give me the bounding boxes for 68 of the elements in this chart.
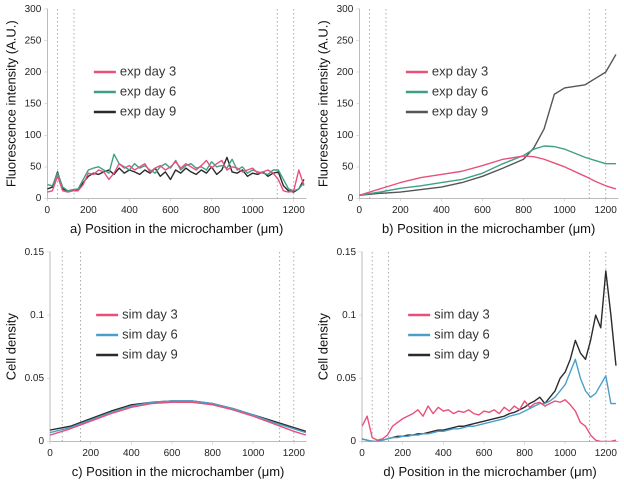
y-tick-label: 150 — [336, 98, 354, 110]
legend-label: exp day 3 — [432, 64, 488, 79]
legend-label: sim day 6 — [434, 326, 490, 342]
y-tick-label: 0.15 — [336, 246, 356, 258]
x-tick-label: 0 — [359, 448, 366, 460]
legend-label: exp day 6 — [120, 84, 176, 99]
y-axis-title: Fluorescence intensity (A.U.) — [315, 20, 330, 188]
x-tick-label: 200 — [80, 205, 98, 216]
y-axis-title: Cell density — [3, 312, 18, 380]
x-tick-label: 600 — [474, 205, 492, 216]
legend-label: sim day 3 — [434, 306, 490, 322]
x-tick-label: 1200 — [594, 448, 618, 460]
x-tick-label: 800 — [204, 448, 222, 460]
x-axis-title: b) Position in the microchamber (μm) — [382, 220, 596, 236]
y-tick-label: 0.05 — [24, 373, 44, 384]
legend-label: sim day 6 — [122, 326, 178, 342]
x-tick-label: 600 — [162, 205, 180, 216]
y-tick-label: 100 — [336, 130, 354, 142]
x-axis-title: d) Position in the microchamber (μm) — [383, 464, 597, 479]
y-axis-title: Fluorescence intensity (A.U.) — [3, 20, 18, 188]
x-tick-label: 1200 — [282, 205, 306, 216]
y-tick-label: 150 — [24, 98, 42, 110]
x-axis-title: a) Position in the microchamber (μm) — [70, 220, 284, 236]
x-tick-label: 600 — [164, 448, 181, 460]
x-tick-label: 200 — [82, 448, 100, 460]
x-tick-label: 0 — [47, 448, 54, 460]
legend-label: exp day 3 — [120, 64, 176, 79]
legend-label: exp day 9 — [120, 104, 176, 119]
x-tick-label: 1200 — [282, 448, 306, 460]
x-tick-label: 800 — [203, 205, 220, 216]
x-tick-label: 400 — [434, 448, 452, 460]
y-axis-title: Cell density — [315, 312, 330, 380]
y-tick-label: 0 — [348, 193, 354, 204]
y-tick-label: 100 — [24, 130, 42, 142]
x-tick-label: 200 — [394, 448, 412, 460]
legend-label: sim day 3 — [122, 306, 178, 322]
x-tick-label: 400 — [121, 205, 138, 216]
y-tick-label: 300 — [336, 4, 354, 15]
y-tick-label: 50 — [30, 162, 42, 173]
x-tick-label: 1200 — [594, 205, 618, 216]
x-tick-label: 600 — [476, 448, 493, 460]
x-tick-label: 1000 — [554, 448, 577, 460]
y-tick-label: 200 — [24, 66, 42, 78]
y-tick-label: 0.1 — [342, 310, 356, 321]
x-tick-label: 1000 — [242, 448, 265, 460]
y-tick-label: 0.15 — [24, 246, 44, 258]
legend-label: sim day 9 — [434, 346, 490, 362]
x-tick-label: 200 — [392, 205, 410, 216]
y-tick-label: 200 — [336, 66, 354, 78]
y-tick-label: 0.1 — [30, 310, 44, 321]
x-tick-label: 400 — [433, 205, 450, 216]
y-tick-label: 0 — [350, 436, 356, 448]
y-tick-label: 0 — [36, 193, 42, 204]
y-tick-label: 300 — [24, 4, 42, 15]
legend-label: exp day 9 — [432, 104, 488, 119]
x-tick-label: 400 — [122, 448, 140, 460]
y-tick-label: 250 — [24, 35, 42, 46]
x-axis-title: c) Position in the microchamber (μm) — [72, 464, 284, 479]
legend-label: sim day 9 — [122, 346, 178, 362]
x-tick-label: 800 — [515, 205, 532, 216]
x-tick-label: 1000 — [241, 205, 264, 216]
legend-label: exp day 6 — [432, 84, 488, 99]
x-tick-label: 1000 — [553, 205, 576, 216]
y-tick-label: 250 — [336, 35, 354, 46]
y-tick-label: 0.05 — [336, 373, 356, 384]
y-tick-label: 50 — [342, 162, 354, 173]
x-tick-label: 800 — [516, 448, 534, 460]
y-tick-label: 0 — [38, 436, 44, 448]
